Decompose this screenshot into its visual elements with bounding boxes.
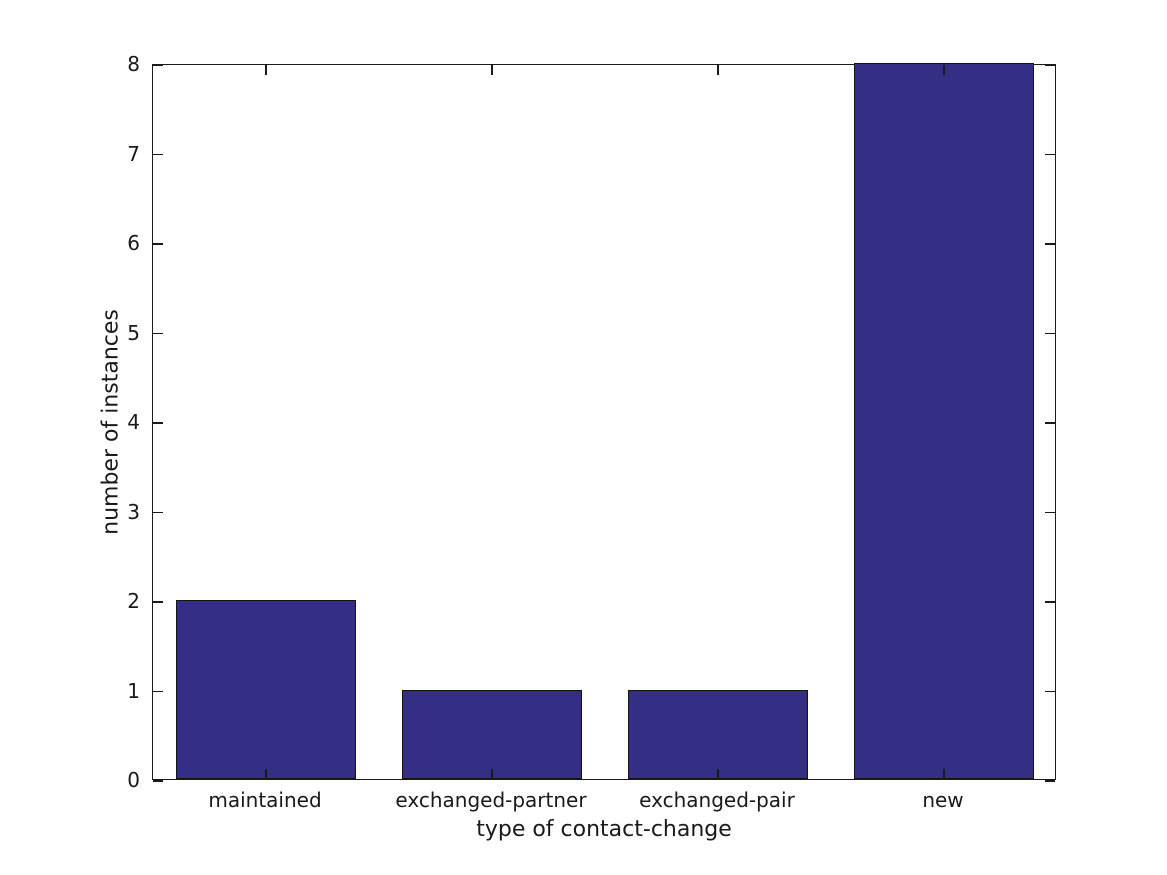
y-tick-left [153, 64, 163, 66]
y-tick-label: 8 [127, 52, 140, 76]
y-tick-label: 0 [127, 768, 140, 792]
y-tick-left [153, 243, 163, 245]
bar-exchanged-pair [627, 689, 809, 779]
x-tick-top [265, 65, 267, 75]
plot-area [152, 63, 1056, 782]
y-tick-label: 6 [127, 231, 140, 255]
y-tick-left [153, 153, 163, 156]
y-tick-label: 5 [127, 320, 140, 345]
y-tick-left [153, 422, 163, 424]
y-tick-right [1045, 243, 1055, 245]
x-tick-label: exchanged-partner [395, 788, 587, 812]
y-tick-right [1045, 64, 1055, 66]
y-tick-label: 4 [127, 410, 140, 434]
y-tick-left [153, 511, 163, 514]
x-tick-top [717, 65, 719, 75]
y-tick-right [1045, 332, 1055, 335]
bar-maintained [175, 600, 357, 779]
y-tick-label: 3 [127, 499, 140, 524]
y-tick-label: 1 [127, 678, 140, 703]
y-tick-left [153, 690, 163, 693]
y-tick-left [153, 332, 163, 335]
x-tick-bottom [265, 769, 267, 779]
y-tick-right [1045, 153, 1055, 156]
x-tick-top [943, 65, 945, 75]
y-tick-right [1045, 690, 1055, 693]
x-tick-label: exchanged-pair [639, 788, 795, 812]
y-tick-right [1045, 422, 1055, 424]
x-tick-label: new [922, 788, 964, 812]
x-tick-top [491, 65, 493, 75]
y-tick-left [153, 780, 163, 782]
y-tick-right [1045, 601, 1055, 603]
y-tick-label: 2 [127, 589, 140, 613]
x-tick-label: maintained [208, 788, 322, 812]
y-tick-label: 7 [127, 141, 140, 166]
bar-new [853, 63, 1035, 779]
x-axis-label: type of contact-change [476, 817, 732, 842]
y-tick-right [1045, 511, 1055, 514]
y-tick-right [1045, 780, 1055, 782]
x-tick-bottom [943, 769, 945, 779]
bar-exchanged-partner [401, 689, 583, 779]
y-tick-left [153, 601, 163, 603]
x-tick-bottom [717, 769, 719, 779]
x-tick-bottom [491, 769, 493, 779]
